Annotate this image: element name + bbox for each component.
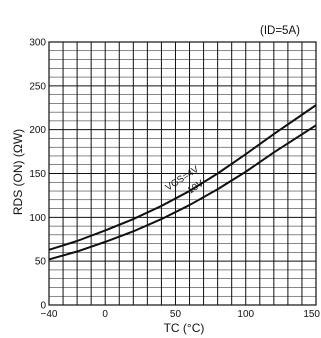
- y-tick-label: 150: [29, 169, 46, 180]
- x-tick-label: −40: [41, 309, 58, 320]
- y-tick-labels: 0 50 100 150 200 250 300: [29, 38, 46, 312]
- y-tick-label: 100: [29, 213, 46, 224]
- y-axis-title: RDS (ON) (ΩW): [11, 129, 25, 215]
- y-tick-label: 50: [35, 257, 47, 268]
- x-axis-title: TC (°C): [164, 321, 205, 335]
- x-tick-labels: −40 0 50 100 150: [41, 309, 321, 320]
- x-tick-label: 0: [102, 309, 108, 320]
- grid-lines: [49, 42, 316, 305]
- condition-label: (ID=5A): [260, 25, 300, 37]
- series-line-vgs-4v: [48, 104, 317, 251]
- plot-frame: [48, 41, 317, 306]
- x-tick-label: 150: [303, 309, 320, 320]
- series-lines: [48, 104, 317, 261]
- x-tick-label: 100: [237, 309, 254, 320]
- y-tick-label: 250: [29, 81, 46, 92]
- y-tick-label: 0: [40, 301, 46, 312]
- y-tick-label: 200: [29, 125, 46, 136]
- x-tick-label: 50: [170, 309, 182, 320]
- y-tick-label: 300: [29, 38, 46, 49]
- series-line-10v: [48, 124, 317, 261]
